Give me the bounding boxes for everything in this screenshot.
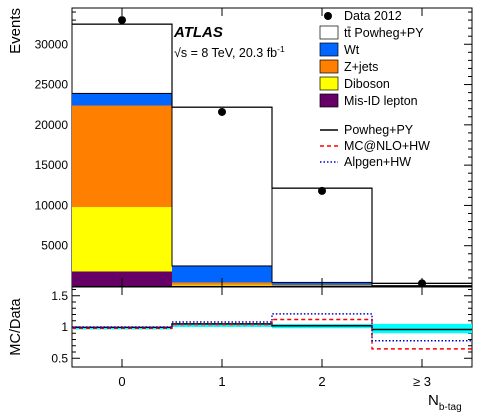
legend-label-data: Data 2012 [344,9,402,23]
legend-line-label-alpgen-hw: Alpgen+HW [344,155,411,169]
y-axis-label: Events [7,8,24,54]
bar-z-jets-0 [72,105,172,208]
x-axis-label-text: N [428,392,439,409]
legend-label-diboson: Diboson [344,77,390,91]
legend-line-label-mc-nlo-hw: MC@NLO+HW [344,139,430,153]
y-tick-label-15000: 15000 [35,158,69,172]
legend-swatch-diboson [319,76,339,91]
legend-swatch-wt [319,42,339,57]
main-bars [71,23,473,287]
bar-tt-powheg-py-1 [171,106,273,267]
y-tick-label-30000: 30000 [35,37,69,51]
bar-diboson-0 [72,207,172,272]
data-points [118,16,426,288]
x-axis-label-sub: b-tag [439,402,462,413]
ratio-lines [72,313,472,350]
energy-label-text: √s = 8 TeV, 20.3 fb [174,46,277,60]
legend-label-wt: Wt [344,43,360,57]
bar-tt-powheg-py-0 [71,23,173,94]
legend-swatch-z-jets [319,59,339,74]
ratio-line-mc-nlo-hw [72,318,472,350]
legend-marker-data [324,12,332,20]
data-point-1 [218,107,226,116]
legend: Data 2012 tt̄ Powheg+PY Wt Z+jets Diboson Mis… [319,9,430,169]
ratio-y-axis-label: MC/Data [8,297,24,355]
x-tick-labels: 0 1 2 ≥ 3 [118,8,431,389]
atlas-label: ATLAS [173,24,223,41]
ratio-panel: 0.5 1 1.5 MC/Data [8,286,473,368]
x-tick-label-3: ≥ 3 [413,374,431,389]
mc-total-outline [72,23,472,284]
legend-swatch-mis-id-lepton [319,93,339,108]
data-point-2 [318,186,326,195]
ratio-y-tick-label-0.5: 0.5 [51,351,68,365]
legend-swatch-tt-powheg-py [319,25,339,40]
energy-label: √s = 8 TeV, 20.3 fb-1 [174,44,285,60]
y-tick-label-20000: 20000 [35,118,69,132]
legend-label-tt-powheg-py: tt̄ Powheg+PY [344,26,424,40]
x-tick-label-1: 1 [218,374,225,389]
legend-label-mis-id-lepton: Mis-ID lepton [344,94,418,108]
energy-label-sup: -1 [277,44,285,54]
bar-tt-powheg-py-2 [271,187,373,283]
ratio-y-tick-label-1: 1 [61,320,68,334]
bar-wt-1 [172,265,272,283]
x-tick-label-0: 0 [118,374,125,389]
legend-label-z-jets: Z+jets [344,60,378,74]
ratio-band-3 [372,323,472,334]
y-tick-label-25000: 25000 [35,78,69,92]
x-tick-label-2: 2 [318,374,325,389]
bar-wt-0 [72,93,172,106]
legend-line-label-powheg-py: Powheg+PY [344,123,414,137]
main-panel: 5000 10000 15000 20000 25000 30000 Events ATL… [7,7,473,288]
ratio-y-tick-label-1.5: 1.5 [51,289,68,303]
y-tick-label-5000: 5000 [41,239,68,253]
data-point-0 [118,16,126,25]
ratio-band-1 [172,323,272,327]
x-axis-label: Nb-tag [428,392,462,413]
y-tick-label-10000: 10000 [35,198,69,212]
